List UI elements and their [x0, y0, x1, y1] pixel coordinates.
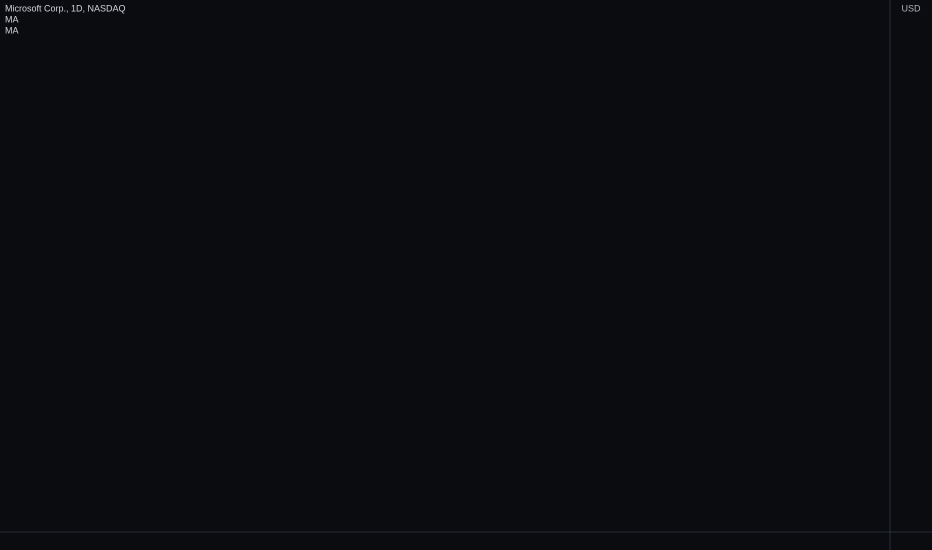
currency: USD — [901, 3, 921, 13]
indicator-label: MA — [5, 25, 19, 35]
symbol-title: Microsoft Corp., 1D, NASDAQ — [5, 3, 126, 13]
indicator-label: MA — [5, 14, 19, 24]
